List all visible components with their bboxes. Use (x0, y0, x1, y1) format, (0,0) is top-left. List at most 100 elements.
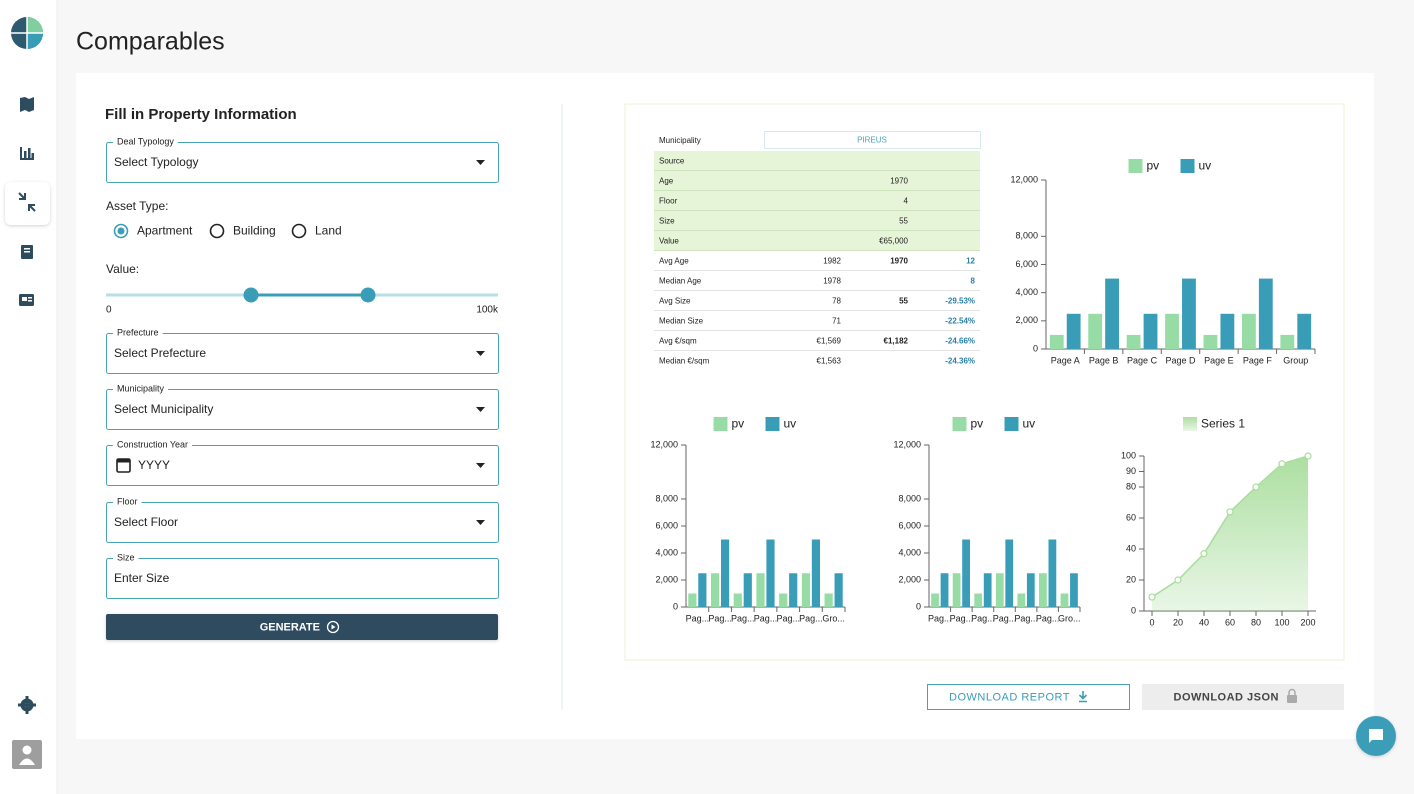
slider-max: 100k (476, 305, 499, 316)
label-gap (113, 500, 142, 504)
download-json-button[interactable] (1142, 684, 1344, 710)
slider-thumb[interactable] (360, 287, 376, 303)
bar (1039, 573, 1047, 607)
row-cell: 8 (971, 277, 976, 286)
y-tick-label: 0 (1131, 605, 1136, 615)
x-tick-label: Pag... (754, 613, 778, 623)
dropdown-arrow (476, 160, 485, 165)
active-nav[interactable] (5, 182, 50, 225)
radio[interactable] (113, 223, 129, 239)
chart-icon[interactable] (20, 147, 34, 160)
row-cell: 71 (832, 317, 841, 326)
x-tick-label: 80 (1251, 617, 1261, 627)
generate-button[interactable] (106, 614, 498, 640)
row-cell: €1,182 (884, 337, 909, 346)
point (1304, 452, 1312, 460)
input-box[interactable] (106, 333, 499, 374)
bar (1203, 334, 1218, 349)
x-tick-label: Pag... (971, 613, 995, 623)
x-tick-label: Pag... (731, 613, 755, 623)
radio[interactable] (291, 223, 307, 239)
y-tick-label: 0 (673, 601, 678, 611)
bar (1241, 313, 1256, 349)
legend-swatch (952, 417, 967, 431)
download-json-label: DOWNLOAD JSON (1174, 691, 1280, 703)
x-tick-label: Page F (1243, 355, 1273, 365)
play-icon-arrow (331, 624, 336, 630)
download-report-button[interactable] (927, 684, 1130, 710)
x-tick-label: Pag... (1014, 613, 1038, 623)
slider-thumb[interactable] (243, 287, 259, 303)
x-tick-label: Page C (1127, 355, 1158, 365)
legend-label: uv (1199, 159, 1212, 173)
radio[interactable] (209, 223, 225, 239)
label-gap (113, 331, 163, 335)
row-label: Avg Age (659, 257, 689, 266)
x-tick-label: Pag... (993, 613, 1017, 623)
y-tick-label: 6,000 (1015, 259, 1038, 269)
input-box[interactable] (106, 142, 499, 183)
generate-label: GENERATE (260, 621, 320, 633)
row-label: Source (659, 157, 685, 166)
map-icon[interactable] (20, 97, 34, 112)
y-tick-label: 8,000 (898, 493, 921, 503)
input-box[interactable] (106, 445, 499, 486)
input-label: Municipality (117, 383, 165, 393)
y-tick-label: 60 (1126, 512, 1136, 522)
bar (1070, 573, 1078, 607)
slider-min: 0 (106, 305, 112, 316)
label-gap (113, 387, 169, 391)
input-box[interactable] (106, 389, 499, 430)
bar (940, 573, 949, 607)
x-tick-label: Pag... (1036, 613, 1060, 623)
y-tick-label: 4,000 (1015, 287, 1038, 297)
row-cell: 1970 (890, 257, 908, 266)
play-icon (326, 620, 340, 634)
x-tick-label: 20 (1173, 617, 1183, 627)
legend-label: Series 1 (1201, 417, 1245, 431)
form-title: Fill in Property Information (105, 106, 297, 123)
point (1278, 460, 1286, 468)
input-placeholder: Select Typology (114, 155, 199, 169)
input-box[interactable] (106, 558, 499, 599)
row-value: €65,000 (879, 237, 908, 246)
x-tick-label: Pag... (776, 613, 800, 623)
bar (698, 573, 707, 607)
label-gap (113, 556, 139, 560)
legend-swatch (1183, 417, 1197, 431)
row-label: Size (659, 217, 675, 226)
settings-icon[interactable] (18, 696, 36, 714)
input-box[interactable] (106, 502, 499, 543)
row-value: 55 (899, 217, 908, 226)
radio-label: Land (315, 224, 342, 238)
x-tick-label: 40 (1199, 617, 1209, 627)
row-label: Value (659, 237, 679, 246)
bar (766, 539, 775, 607)
x-tick-label: Pag... (950, 613, 974, 623)
bar (824, 593, 833, 607)
legend-label: uv (1023, 417, 1036, 431)
x-tick-label: 60 (1225, 617, 1235, 627)
bar (1088, 313, 1103, 349)
x-tick-label: Gro... (822, 613, 845, 623)
report-icon[interactable] (19, 294, 34, 306)
x-tick-label: Pag... (928, 613, 952, 623)
x-tick-label: 0 (1149, 617, 1154, 627)
area (1152, 456, 1308, 611)
input-placeholder: YYYY (138, 458, 170, 472)
input-label: Prefecture (117, 327, 159, 337)
bar (733, 593, 742, 607)
input-label: Floor (117, 496, 138, 506)
bar (983, 573, 992, 607)
row-label: Median Age (659, 277, 702, 286)
bar (1182, 278, 1196, 349)
y-tick-label: 12,000 (650, 439, 678, 449)
bar (1017, 593, 1026, 607)
bar (1048, 539, 1057, 607)
compare-icon[interactable] (18, 192, 36, 212)
row-label: Avg €/sqm (659, 337, 697, 346)
y-tick-label: 0 (916, 601, 921, 611)
row-cell: €1,563 (817, 357, 842, 366)
municipality-value: PIREUS (857, 136, 887, 145)
building-icon[interactable] (21, 245, 33, 259)
